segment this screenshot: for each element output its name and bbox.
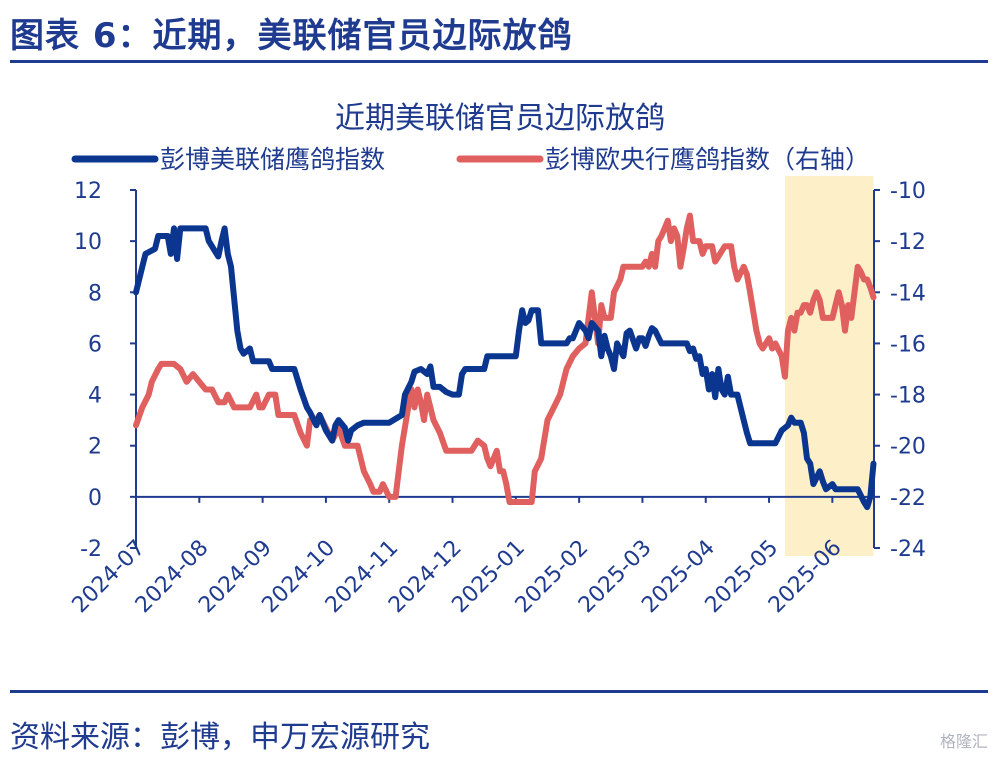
y-right-tick-label: -24	[890, 537, 926, 562]
source-note: 资料来源：彭博，申万宏源研究	[10, 720, 430, 755]
y-left-tick-label: 4	[88, 384, 102, 409]
watermark: 格隆汇	[939, 732, 988, 751]
y-right-tick-label: -14	[890, 281, 926, 306]
bottom-rule	[10, 690, 988, 693]
top-rule	[10, 60, 988, 63]
fed-hawkish-index-line	[133, 225, 877, 511]
legend: 彭博美联储鹰鸽指数 彭博欧央行鹰鸽指数（右轴）	[71, 145, 870, 174]
figure-title: 图表 6：近期，美联储官员边际放鸽	[10, 16, 573, 56]
y-left-tick-label: 6	[88, 332, 102, 357]
chart: 近期美联储官员边际放鸽 彭博美联储鹰鸽指数 彭博欧央行鹰鸽指数（右轴） 12 10…	[68, 101, 926, 618]
y-right-tick-label: -12	[890, 230, 926, 255]
y-right-tick-label: -20	[890, 435, 926, 460]
legend-fed-label: 彭博美联储鹰鸽指数	[160, 145, 385, 174]
y-left-tick-label: 0	[88, 486, 102, 511]
y-right-tick-label: -16	[890, 332, 926, 357]
legend-ecb-label: 彭博欧央行鹰鸽指数（右轴）	[545, 145, 870, 174]
y-left-tick-label: 12	[74, 179, 102, 204]
y-left-tick-label: 8	[88, 281, 102, 306]
y-right-tick-label: -10	[890, 179, 926, 204]
y-left-tick-label: 10	[74, 230, 102, 255]
y-right-tick-label: -22	[890, 486, 926, 511]
plot-area	[133, 212, 877, 511]
y-right-tick-label: -18	[890, 384, 926, 409]
chart-title: 近期美联储官员边际放鸽	[335, 101, 665, 136]
y-left-tick-label: 2	[88, 435, 102, 460]
ecb-hawkish-index-line	[133, 212, 877, 505]
y-left-tick-label: -2	[80, 537, 102, 562]
